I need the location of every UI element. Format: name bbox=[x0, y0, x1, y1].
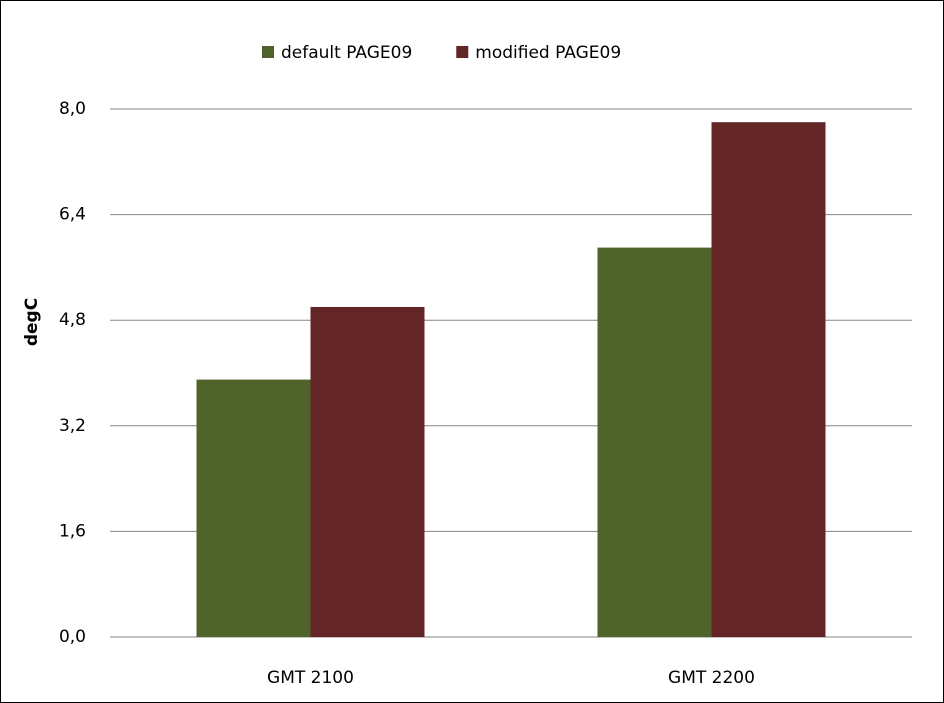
x-tick-label: GMT 2200 bbox=[668, 668, 755, 688]
bar bbox=[597, 247, 712, 637]
y-tick-label: 4,8 bbox=[59, 310, 86, 330]
y-tick-label: 6,4 bbox=[59, 205, 86, 225]
y-tick-label: 0,0 bbox=[59, 627, 86, 647]
x-tick-label: GMT 2100 bbox=[267, 668, 354, 688]
legend-swatch bbox=[262, 46, 274, 58]
y-tick-label: 3,2 bbox=[59, 416, 86, 436]
y-axis-title: degC bbox=[22, 298, 42, 346]
y-tick-label: 8,0 bbox=[59, 99, 86, 119]
legend-label: default PAGE09 bbox=[281, 43, 412, 63]
legend-label: modified PAGE09 bbox=[475, 43, 621, 63]
y-tick-label: 1,6 bbox=[59, 521, 86, 541]
bar bbox=[196, 379, 311, 637]
bar bbox=[711, 122, 826, 637]
legend-swatch bbox=[456, 46, 469, 58]
bar bbox=[310, 307, 425, 637]
